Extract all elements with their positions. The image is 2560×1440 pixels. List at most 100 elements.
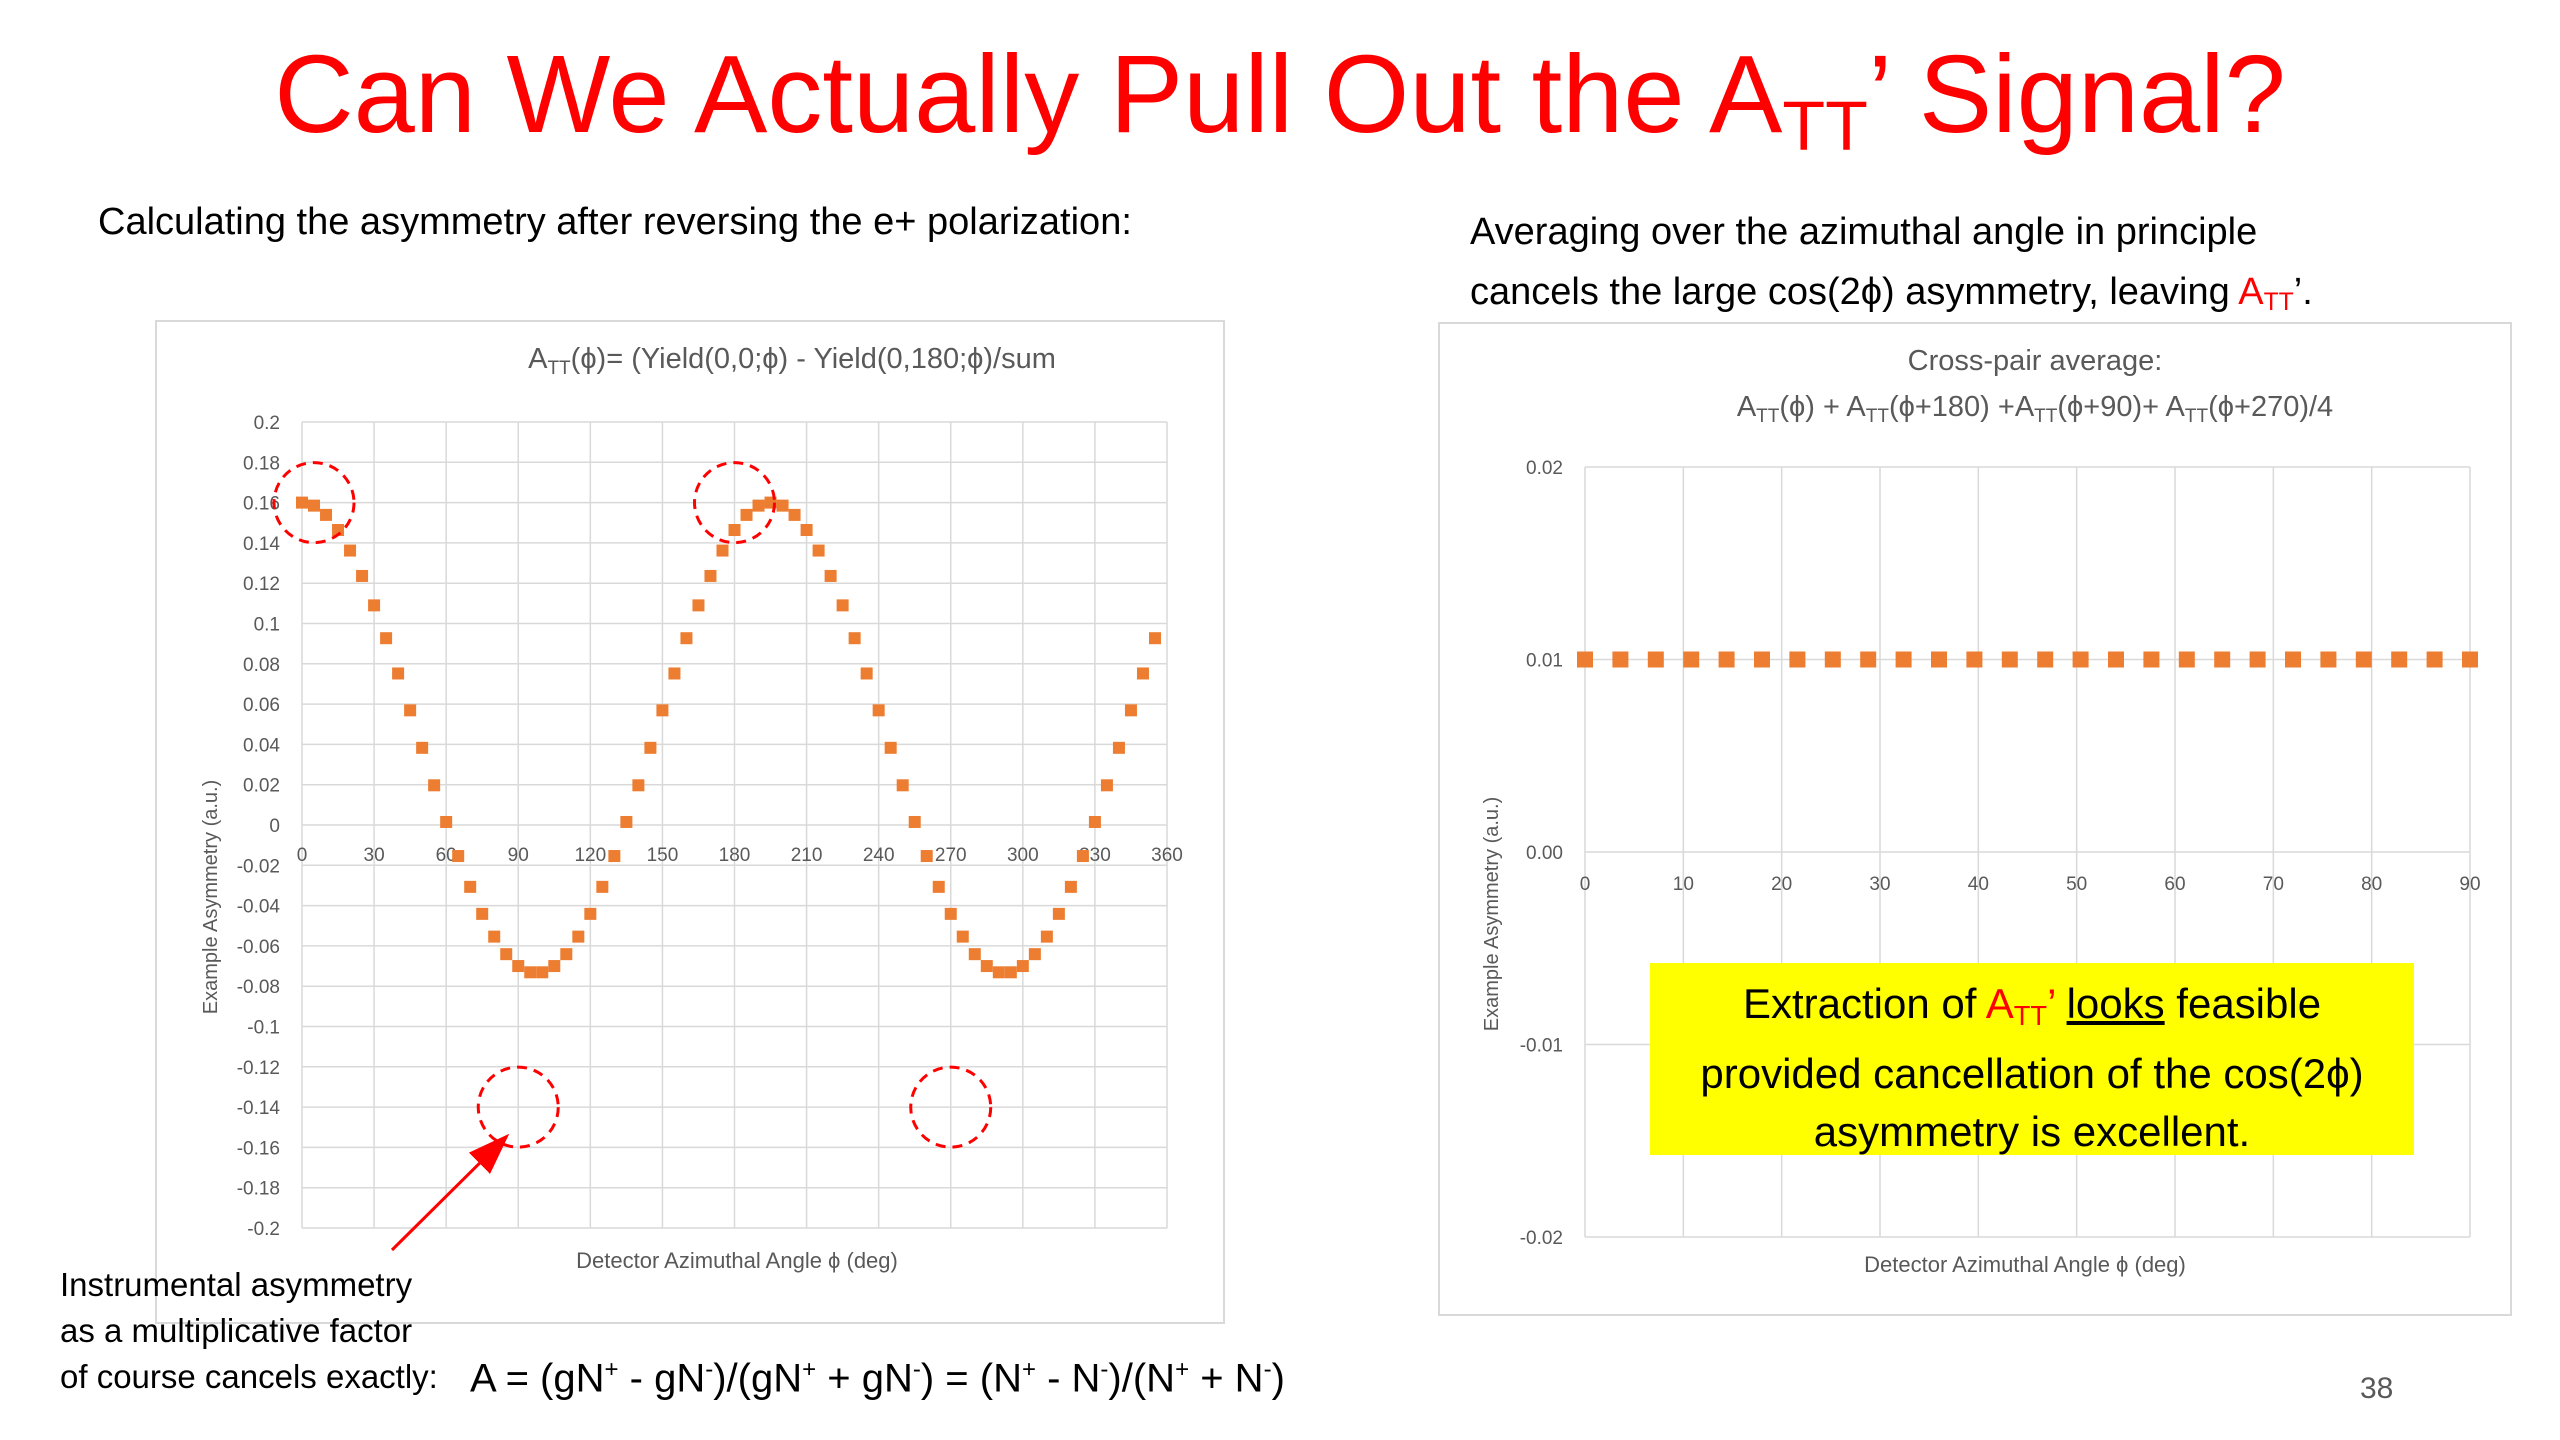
y-tick-label: -0.02: [237, 856, 280, 877]
data-point: [704, 569, 717, 582]
right-heading: Averaging over the azimuthal angle in pr…: [1470, 202, 2313, 333]
y-tick-label: -0.06: [237, 937, 280, 958]
data-point: [620, 815, 633, 828]
data-point: [1076, 850, 1089, 863]
data-point: [1100, 779, 1113, 792]
highlight-circle: [476, 1065, 560, 1149]
data-point: [1647, 651, 1664, 668]
x-tick-label: 120: [574, 845, 606, 866]
right-chart-title: Cross-pair average:: [1908, 345, 2163, 377]
x-tick-label: 20: [1771, 874, 1792, 895]
y-tick-label: 0.18: [243, 453, 280, 474]
data-point: [884, 741, 897, 754]
data-point: [416, 741, 429, 754]
data-point: [524, 966, 537, 979]
data-point: [1088, 815, 1101, 828]
data-point: [440, 815, 453, 828]
data-point: [1148, 632, 1161, 645]
callout-line3: asymmetry is excellent.: [1813, 1107, 2251, 1155]
y-tick-label: -0.08: [237, 977, 280, 998]
data-point: [608, 850, 621, 863]
data-point: [1754, 651, 1770, 668]
right-chart-xlabel: Detector Azimuthal Angle ϕ (deg): [1864, 1252, 2186, 1277]
data-point: [392, 667, 405, 680]
data-point: [1931, 651, 1947, 668]
y-tick-label: 0.02: [1526, 458, 1563, 479]
data-point: [2391, 651, 2408, 668]
data-point: [668, 667, 681, 680]
data-point: [476, 907, 489, 920]
data-point: [296, 496, 308, 509]
data-point: [308, 499, 321, 512]
x-tick-label: 30: [364, 845, 385, 866]
data-point: [464, 880, 477, 893]
data-point: [800, 524, 813, 537]
data-point: [776, 499, 789, 512]
data-point: [344, 544, 357, 557]
y-tick-label: 0.2: [254, 413, 280, 434]
data-point: [512, 960, 525, 973]
data-point: [656, 704, 669, 717]
y-tick-label: -0.18: [237, 1179, 280, 1200]
data-point: [1718, 651, 1735, 668]
y-tick-label: 0.04: [243, 735, 280, 756]
data-point: [1136, 667, 1149, 680]
x-tick-label: 360: [1151, 845, 1183, 866]
right-chart-subtitle: ATT(ϕ) + ATT(ϕ+180) +ATT(ϕ+90)+ ATT(ϕ+27…: [1737, 391, 2333, 427]
page-number: 38: [2360, 1372, 2394, 1405]
x-tick-label: 10: [1673, 874, 1694, 895]
y-tick-label: -0.02: [1520, 1228, 1563, 1249]
data-point: [320, 508, 333, 521]
data-point: [824, 569, 837, 582]
x-tick-label: 70: [2263, 874, 2284, 895]
data-point: [872, 704, 885, 717]
data-point: [1028, 948, 1041, 961]
data-point: [2108, 651, 2124, 668]
right-heading-line1: Averaging over the azimuthal angle in pr…: [1470, 211, 2258, 253]
y-tick-label: 0.01: [1526, 651, 1563, 672]
right-heading-line2: cancels the large cos(2ϕ) asymmetry, lea…: [1470, 271, 2313, 317]
data-point: [1860, 651, 1877, 668]
data-point: [2001, 651, 2018, 668]
callout-line2: provided cancellation of the cos(2ϕ): [1700, 1049, 2364, 1097]
y-tick-label: 0: [269, 816, 280, 837]
data-point: [1612, 651, 1629, 668]
data-point: [836, 599, 849, 612]
data-point: [944, 907, 957, 920]
data-point: [572, 930, 585, 943]
data-point: [2037, 651, 2054, 668]
data-point: [428, 779, 441, 792]
asymmetry-formula: A = (gN+ - gN-)/(gN+ + gN-) = (N+ - N-)/…: [470, 1356, 1285, 1401]
data-point: [752, 499, 765, 512]
x-tick-label: 210: [791, 845, 823, 866]
data-point: [716, 544, 729, 557]
highlight-circle: [272, 461, 356, 545]
data-point: [380, 632, 393, 645]
note-line2: as a multiplicative factor: [60, 1312, 413, 1349]
x-tick-label: 60: [436, 845, 457, 866]
data-point: [2178, 651, 2195, 668]
data-point: [2249, 651, 2266, 668]
right-chart-ylabel: Example Asymmetry (a.u.): [1481, 797, 1503, 1032]
y-tick-label: -0.1: [247, 1018, 280, 1039]
x-tick-label: 50: [2066, 874, 2087, 895]
data-point: [548, 960, 561, 973]
instrumental-note: Instrumental asymmetry as a multiplicati…: [60, 1262, 438, 1400]
x-tick-label: 60: [2164, 874, 2185, 895]
y-tick-label: 0.12: [243, 574, 280, 595]
x-tick-label: 80: [2361, 874, 2382, 895]
data-point: [2426, 651, 2443, 668]
data-point: [680, 632, 693, 645]
data-point: [1052, 907, 1065, 920]
data-point: [1577, 651, 1593, 668]
data-point: [644, 741, 657, 754]
note-line1: Instrumental asymmetry: [60, 1266, 413, 1303]
data-point: [1895, 651, 1912, 668]
x-tick-label: 240: [863, 845, 895, 866]
left-chart-xlabel: Detector Azimuthal Angle ϕ (deg): [576, 1248, 898, 1273]
data-point: [368, 599, 381, 612]
y-tick-label: -0.14: [237, 1098, 281, 1119]
data-point: [788, 508, 801, 521]
data-point: [596, 880, 609, 893]
data-point: [1016, 960, 1029, 973]
